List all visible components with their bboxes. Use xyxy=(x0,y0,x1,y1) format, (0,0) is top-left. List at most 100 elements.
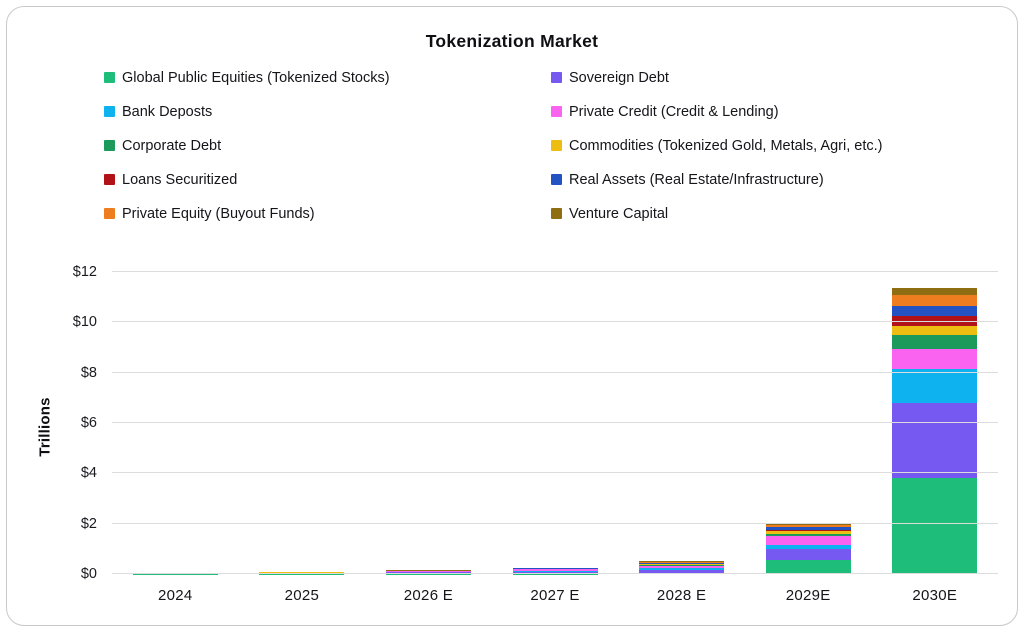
chart-card: Tokenization Market Global Public Equiti… xyxy=(6,6,1018,626)
legend-item: Commodities (Tokenized Gold, Metals, Agr… xyxy=(551,135,984,156)
bar-segment xyxy=(892,288,978,295)
legend-label: Global Public Equities (Tokenized Stocks… xyxy=(122,69,390,86)
bar-column-2027e xyxy=(492,272,619,574)
bar-segment xyxy=(892,478,978,574)
gridline xyxy=(112,371,998,373)
x-tick-label: 2024 xyxy=(158,587,193,604)
legend-label: Loans Securitized xyxy=(122,171,238,188)
legend-item: Private Equity (Buyout Funds) xyxy=(104,203,551,224)
legend-item: Real Assets (Real Estate/Infrastructure) xyxy=(551,169,984,190)
plot-area xyxy=(112,271,998,574)
bar-segment xyxy=(765,529,851,532)
legend-item: Bank Deposts xyxy=(104,101,551,122)
x-tick-label: 2025 xyxy=(284,587,320,604)
bar-segment xyxy=(639,561,725,562)
bar-column-2028e xyxy=(618,272,745,574)
legend-swatch-icon xyxy=(104,174,115,185)
bar-segment xyxy=(765,523,851,525)
legend-label: Real Assets (Real Estate/Infrastructure) xyxy=(569,171,824,188)
legend: Global Public Equities (Tokenized Stocks… xyxy=(104,67,984,224)
x-tick-label: 2030E xyxy=(912,587,958,604)
bar-column-2030e xyxy=(871,272,998,574)
legend-label: Private Credit (Credit & Lending) xyxy=(569,103,779,120)
bar-segment xyxy=(892,334,978,349)
stacked-bar xyxy=(639,561,725,574)
legend-label: Private Equity (Buyout Funds) xyxy=(122,205,315,222)
legend-swatch-icon xyxy=(104,106,115,117)
bar-segment xyxy=(765,560,851,574)
bar-segment xyxy=(639,562,725,564)
y-tick-label: $6 xyxy=(80,415,97,431)
bar-segment xyxy=(765,531,851,535)
bar-segment xyxy=(765,534,851,537)
bar-segment xyxy=(765,548,851,561)
x-tick-label: 2028 E xyxy=(656,587,707,604)
legend-label: Commodities (Tokenized Gold, Metals, Agr… xyxy=(569,137,883,154)
gridline xyxy=(112,422,998,423)
bar-segment xyxy=(892,306,978,317)
bar-segment xyxy=(639,563,725,565)
bar-segment xyxy=(892,348,978,369)
bar-segment xyxy=(639,561,725,563)
x-axis-tick-labels: 2024 2025 2026 E 2027 E 2028 E 2029E 2030E xyxy=(112,587,998,604)
y-tick-label: $4 xyxy=(80,465,97,482)
bar-segment xyxy=(639,565,725,566)
chart-title: Tokenization Market xyxy=(425,31,599,51)
bar-series xyxy=(112,272,998,574)
bar-segment xyxy=(765,526,851,530)
legend-swatch-icon xyxy=(551,72,562,83)
legend-item: Venture Capital xyxy=(551,203,984,224)
legend-item: Loans Securitized xyxy=(104,169,551,190)
bar-segment xyxy=(512,569,598,571)
bar-column-2029e xyxy=(745,272,872,574)
bar-segment xyxy=(512,571,598,574)
x-tick-label: 2029E xyxy=(785,587,831,604)
bar-segment xyxy=(892,402,978,479)
gridline xyxy=(112,573,998,574)
bar-column-2024 xyxy=(112,272,239,574)
bar-segment xyxy=(639,568,725,570)
bar-segment xyxy=(639,565,725,569)
legend-label: Sovereign Debt xyxy=(569,69,669,86)
legend-label: Venture Capital xyxy=(569,205,669,222)
legend-item: Private Credit (Credit & Lending) xyxy=(551,101,984,122)
bar-segment xyxy=(765,545,851,549)
y-tick-label: $0 xyxy=(80,566,97,582)
bar-segment xyxy=(385,572,471,574)
gridline xyxy=(112,321,998,323)
bar-segment xyxy=(765,524,851,527)
bar-column-2025 xyxy=(239,272,366,574)
legend-item: Sovereign Debt xyxy=(551,67,984,88)
legend-swatch-icon xyxy=(551,106,562,117)
bar-segment xyxy=(639,564,725,566)
bar-segment xyxy=(512,571,598,572)
x-tick-label: 2027 E xyxy=(530,587,580,604)
legend-swatch-icon xyxy=(104,72,115,83)
bar-segment xyxy=(892,294,978,307)
y-tick-label: $12 xyxy=(72,264,97,280)
bar-segment xyxy=(639,569,725,573)
bar-segment xyxy=(385,571,471,572)
bar-segment xyxy=(892,316,978,327)
legend-item: Corporate Debt xyxy=(104,135,551,156)
bar-segment xyxy=(892,368,978,403)
stacked-bar xyxy=(765,523,851,574)
legend-label: Corporate Debt xyxy=(122,137,222,154)
legend-swatch-icon xyxy=(551,208,562,219)
y-tick-label: $10 xyxy=(72,314,97,331)
x-tick-label: 2026 E xyxy=(403,587,454,604)
bar-segment xyxy=(892,326,978,335)
legend-swatch-icon xyxy=(104,140,115,151)
legend-item: Global Public Equities (Tokenized Stocks… xyxy=(104,67,551,88)
legend-swatch-icon xyxy=(104,208,115,219)
stacked-bar xyxy=(892,288,978,574)
legend-swatch-icon xyxy=(551,174,562,185)
y-tick-label: $8 xyxy=(80,364,97,381)
gridline xyxy=(112,522,998,524)
y-axis-tick-labels: $0 $2 $4 $6 $8 $10 $12 xyxy=(35,264,97,582)
gridline xyxy=(112,271,998,272)
y-tick-label: $2 xyxy=(80,515,97,532)
gridline xyxy=(112,472,998,474)
bar-column-2026e xyxy=(365,272,492,574)
legend-label: Bank Deposts xyxy=(122,103,213,120)
